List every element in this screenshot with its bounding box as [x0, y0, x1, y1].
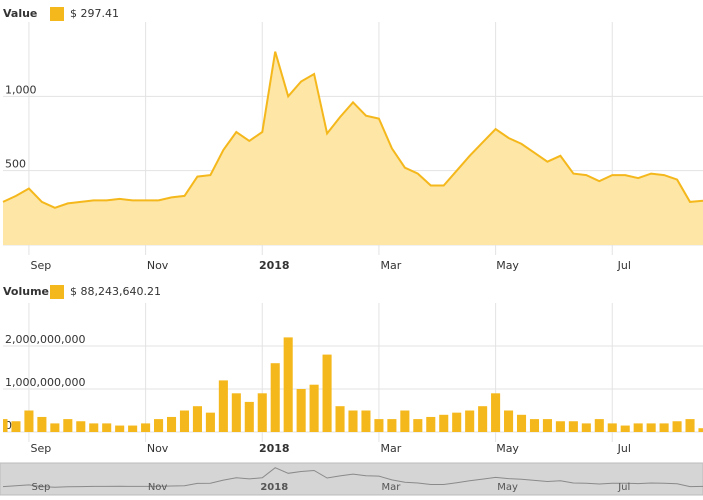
bar — [218, 380, 228, 432]
bar — [179, 410, 190, 432]
y-tick-label: 2,000,000,000 — [5, 333, 85, 346]
bar — [205, 412, 215, 432]
bar — [322, 354, 332, 432]
legend-name: Volume — [3, 285, 49, 298]
bar — [50, 423, 60, 432]
bar — [37, 416, 47, 432]
bar — [504, 410, 514, 432]
bar — [452, 412, 462, 432]
bar — [659, 423, 669, 432]
x-tick-label: Mar — [381, 259, 402, 272]
bar — [607, 423, 617, 432]
bar — [309, 384, 319, 432]
bar — [478, 406, 488, 432]
bar — [3, 419, 8, 432]
bar — [244, 401, 254, 432]
area — [3, 51, 703, 246]
bar — [529, 419, 540, 432]
x-tick-label: Nov — [147, 259, 169, 272]
navigator-label: 2018 — [260, 482, 288, 493]
x-tick-label: May — [496, 259, 519, 272]
navigator-label: Nov — [148, 482, 168, 493]
bar — [102, 423, 112, 432]
bar — [685, 419, 695, 432]
bar — [76, 421, 86, 432]
bar — [115, 425, 125, 432]
x-tick-label: Jul — [617, 259, 631, 272]
bar — [542, 419, 552, 432]
navigator-label: Sep — [31, 482, 50, 493]
legend-swatch — [50, 285, 64, 299]
bar — [672, 421, 682, 432]
x-tick-label: Nov — [147, 442, 169, 455]
x-tick-label: 2018 — [259, 442, 290, 455]
bar — [646, 423, 656, 432]
bar — [387, 419, 397, 432]
navigator-label: Jul — [617, 482, 630, 493]
bar — [89, 423, 99, 432]
x-tick-label: Sep — [31, 442, 52, 455]
x-tick-label: Mar — [381, 442, 402, 455]
bar — [11, 421, 21, 432]
bar — [63, 419, 73, 432]
bar — [154, 419, 164, 432]
navigator-background — [0, 462, 703, 496]
bar — [633, 423, 643, 432]
y-tick-label: 1,000,000,000 — [5, 376, 85, 389]
y-tick-label: 1,000 — [5, 83, 37, 96]
bar — [516, 414, 527, 432]
x-tick-label: 2018 — [259, 259, 290, 272]
bar — [413, 419, 423, 432]
bar — [581, 423, 591, 432]
bar — [361, 410, 371, 432]
y-tick-label: 500 — [5, 158, 26, 171]
navigator-label: May — [497, 482, 518, 493]
bar — [166, 416, 177, 432]
line — [2, 51, 703, 209]
bar — [348, 410, 358, 432]
bar — [231, 393, 241, 432]
bar — [335, 406, 345, 432]
bar — [270, 363, 280, 432]
navigator-label: Mar — [381, 482, 401, 493]
bar — [192, 406, 202, 432]
bar — [283, 337, 293, 432]
bar — [439, 414, 449, 432]
bar — [620, 425, 630, 432]
bar — [400, 410, 410, 432]
bar — [426, 416, 436, 432]
navigator-line — [2, 467, 703, 488]
legend-name: Value — [3, 7, 37, 20]
bar — [128, 425, 138, 432]
bar — [374, 419, 384, 432]
legend-swatch — [50, 7, 64, 21]
legend-readout: $ 88,243,640.21 — [70, 285, 161, 298]
bar — [141, 423, 151, 432]
x-tick-label: May — [496, 442, 519, 455]
bar — [555, 421, 565, 432]
legend-readout: $ 297.41 — [70, 7, 119, 20]
bar — [568, 421, 578, 432]
x-tick-label: Sep — [31, 259, 52, 272]
bar — [594, 419, 604, 432]
bar — [491, 393, 501, 432]
bar — [698, 428, 703, 432]
y-tick-label: 0 — [5, 419, 12, 432]
bar — [24, 410, 34, 432]
bar — [296, 389, 306, 432]
bar — [257, 393, 267, 432]
bar — [465, 410, 475, 432]
x-tick-label: Jul — [617, 442, 631, 455]
